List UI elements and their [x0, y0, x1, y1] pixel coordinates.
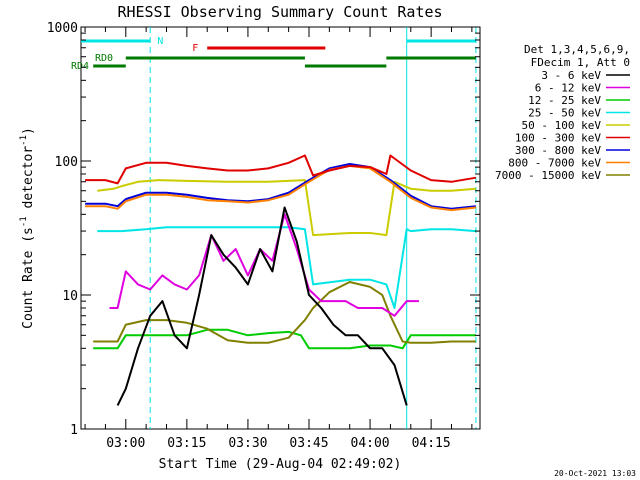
series-line-3-6-kev [116, 206, 408, 406]
y-label-sup-1: -1 [19, 216, 29, 227]
x-axis-label: Start Time (29-Aug-04 02:49:02) [159, 457, 402, 472]
y-label-part-2: detector [21, 146, 36, 217]
legend-label-25-50-kev: 25 - 50 keV [528, 107, 601, 120]
plot-area: N F RD0 RD4 [71, 26, 481, 430]
legend-label-12-25-kev: 12 - 25 keV [528, 94, 601, 107]
series-line-100-300-kev [85, 154, 477, 185]
series-line-12-25-kev [93, 328, 476, 350]
series-line-25-50-kev [97, 226, 476, 309]
series-line-7000-15000-kev [93, 281, 476, 344]
legend-header-line-1: Det 1,3,4,5,6,9, [524, 43, 630, 56]
y-axis-label: Count Rate (s-1 detector-1) [19, 127, 36, 329]
x-tick-label-0330: 03:30 [228, 436, 267, 451]
flag-label-n: N [157, 36, 163, 47]
timestamp: 20-Oct-2021 13:03 [554, 469, 636, 478]
x-tick-label-0345: 03:45 [289, 436, 328, 451]
x-tick-label-0315: 03:15 [167, 436, 206, 451]
legend-label-3-6-kev: 3 - 6 keV [541, 69, 601, 82]
series-line-300-800-kev [85, 163, 477, 210]
legend-label-800-7000-kev: 800 - 7000 keV [508, 157, 601, 170]
legend-label-50-100-kev: 50 - 100 keV [522, 119, 602, 132]
x-tick-label-0400: 04:00 [351, 436, 390, 451]
flag-label-rd0: RD0 [95, 53, 113, 64]
x-axis: 03:00 03:15 03:30 03:45 04:00 04:15 [84, 27, 473, 451]
legend-label-7000-15000-kev: 7000 - 15000 keV [495, 169, 601, 182]
y-label-sup-2: -1 [19, 135, 29, 146]
y-label-part-3: ) [21, 127, 36, 135]
plot-frame [80, 26, 481, 430]
legend: Det 1,3,4,5,6,9, FDecim 1, Att 0 3 - 6 k… [495, 43, 630, 182]
y-axis: 1 10 100 1000 [47, 21, 480, 438]
flag-label-rd4: RD4 [71, 61, 89, 72]
series-line-800-7000-kev [85, 164, 477, 212]
flag-label-f: F [192, 43, 198, 54]
y-tick-label-1: 1 [70, 423, 78, 438]
x-tick-label-0300: 03:00 [106, 436, 145, 451]
y-tick-label-1000: 1000 [47, 21, 78, 36]
chart-title: RHESSI Observing Summary Count Rates [117, 3, 442, 21]
legend-label-100-300-kev: 100 - 300 keV [515, 132, 601, 145]
x-tick-label-0415: 04:15 [412, 436, 451, 451]
y-label-part-1: Count Rate (s [21, 227, 36, 329]
series-line-6-12-kev [109, 213, 419, 317]
legend-label-300-800-kev: 300 - 800 keV [515, 144, 601, 157]
series-line-50-100-kev [97, 179, 476, 237]
y-tick-label-10: 10 [62, 289, 78, 304]
series-group [85, 154, 477, 406]
legend-label-6-12-kev: 6 - 12 keV [535, 82, 602, 95]
legend-header-line-2: FDecim 1, Att 0 [531, 56, 630, 69]
flag-bars: N F RD0 RD4 [71, 36, 476, 72]
y-tick-label-100: 100 [55, 155, 78, 170]
